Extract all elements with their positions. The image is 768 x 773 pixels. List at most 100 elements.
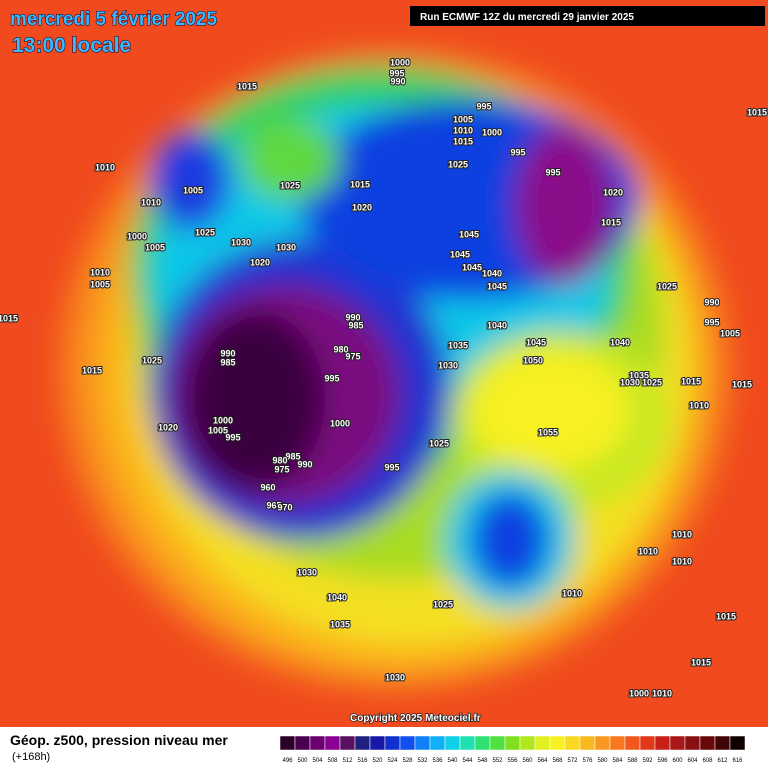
pressure-label: 1015 [691,657,711,667]
pressure-label: 995 [324,373,339,383]
pressure-label: 1050 [523,355,543,365]
pressure-label: 1025 [448,159,468,169]
pressure-label: 1015 [0,313,18,323]
pressure-label: 1020 [158,422,178,432]
scale-label: 612 [717,758,728,764]
scale-label: 544 [462,758,473,764]
scale-swatch [309,735,326,751]
scale-label: 580 [597,758,608,764]
pressure-label: 1045 [459,229,479,239]
pressure-label: 995 [384,462,399,472]
pressure-label: 1020 [603,187,623,197]
pressure-label: 1040 [482,268,502,278]
pressure-label: 1000 [127,231,147,241]
pressure-label: 1015 [681,376,701,386]
pressure-label: 1035 [448,340,468,350]
pressure-label: 1025 [280,180,300,190]
pressure-label: 980 [272,455,287,465]
pressure-label: 1025 [657,281,677,291]
scale-label: 584 [612,758,623,764]
scale-label: 520 [372,758,383,764]
pressure-label: 1015 [747,107,767,117]
pressure-label: 1015 [237,81,257,91]
scale-swatch [699,735,716,751]
pressure-label: 1055 [538,427,558,437]
pressure-label: 1015 [732,379,752,389]
scale-swatch [594,735,611,751]
pressure-label: 990 [345,312,360,322]
scale-swatch [429,735,446,751]
pressure-label: 1030 [297,567,317,577]
scale-swatch [549,735,566,751]
pressure-label: 1045 [450,249,470,259]
scale-swatch [399,735,416,751]
pressure-label: 995 [510,147,525,157]
pressure-label: 1010 [672,529,692,539]
pressure-label: 1045 [526,337,546,347]
pressure-label: 1030 [438,360,458,370]
pressure-label: 980 [333,344,348,354]
scale-swatch [504,735,521,751]
scale-swatch [684,735,701,751]
scale-label: 592 [642,758,653,764]
pressure-label: 1025 [195,227,215,237]
pressure-label: 1010 [141,197,161,207]
pressure-label: 1025 [429,438,449,448]
footer-title: Géop. z500, pression niveau mer [10,732,228,748]
scale-label: 564 [537,758,548,764]
scale-swatch [654,735,671,751]
scale-label: 516 [357,758,368,764]
pressure-label: 990 [704,297,719,307]
pressure-label: 1040 [610,337,630,347]
pressure-label: 1005 [90,279,110,289]
scale-swatch [414,735,431,751]
scale-label: 536 [432,758,443,764]
scale-label: 576 [582,758,593,764]
pressure-label: 1005 [453,114,473,124]
pressure-label: 1030 [276,242,296,252]
scale-label: 588 [627,758,638,764]
scale-label: 596 [657,758,668,764]
pressure-label: 1000 [482,127,502,137]
scale-label: 512 [342,758,353,764]
pressure-label: 985 [285,451,300,461]
pressure-label: 1030 [385,672,405,682]
pressure-label: 1030 [231,237,251,247]
pressure-label: 1010 [95,162,115,172]
scale-swatch [474,735,491,751]
pressure-label: 990 [297,459,312,469]
scale-label: 500 [297,758,308,764]
scale-swatch [444,735,461,751]
run-text: Run ECMWF 12Z du mercredi 29 janvier 202… [420,12,634,23]
scale-label: 524 [387,758,398,764]
pressure-label: 985 [220,357,235,367]
pressure-label: 1005 [183,185,203,195]
scale-label: 528 [402,758,413,764]
scale-swatch [339,735,356,751]
scale-label: 560 [522,758,533,764]
pressure-label: 1035 [629,370,649,380]
scale-swatch [324,735,341,751]
scale-swatch [639,735,656,751]
scale-label: 572 [567,758,578,764]
pressure-label: 990 [390,76,405,86]
pressure-label: 1005 [720,328,740,338]
pressure-label: 1000 [390,57,410,67]
scale-label: 548 [477,758,488,764]
pressure-label: 1040 [327,592,347,602]
geopotential-field [60,50,730,690]
pressure-label: 1010 [638,546,658,556]
scale-swatch [714,735,731,751]
scale-label: 556 [507,758,518,764]
pressure-label: 1020 [352,202,372,212]
scale-label: 568 [552,758,563,764]
scale-swatch [564,735,581,751]
forecast-date: mercredi 5 février 2025 [10,9,217,30]
scale-swatch [579,735,596,751]
scale-swatch [384,735,401,751]
pressure-label: 1010 [652,688,672,698]
pressure-label: 965 [266,500,281,510]
pressure-label: 960 [260,482,275,492]
pressure-label: 1040 [487,320,507,330]
pressure-label: 1000 [629,688,649,698]
